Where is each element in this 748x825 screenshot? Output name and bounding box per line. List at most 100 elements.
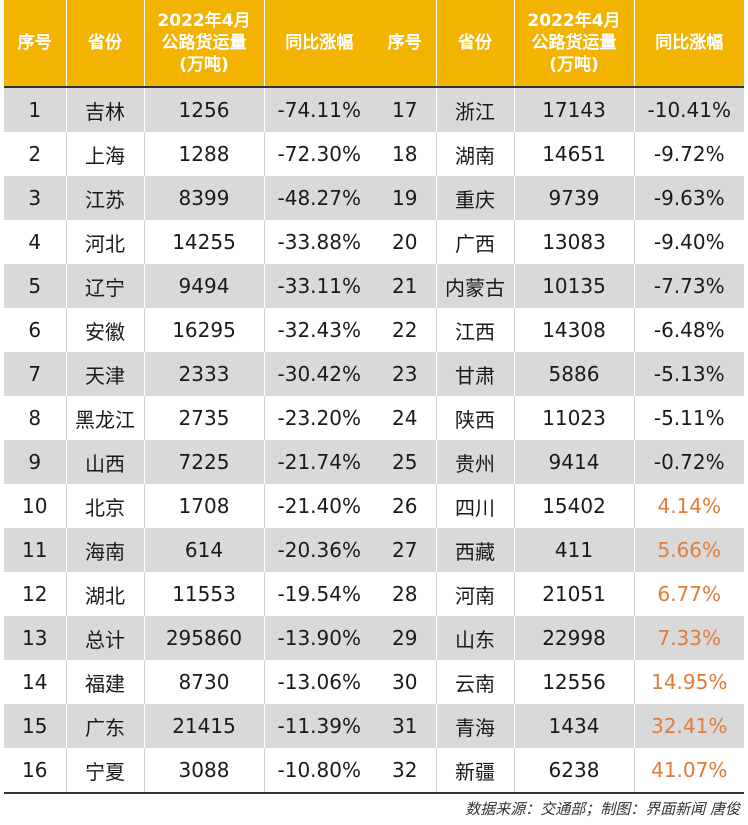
cell-change: -21.40%	[264, 484, 374, 528]
cell-volume: 14308	[514, 308, 635, 352]
table-row: 27 西藏 411 5.66%	[374, 528, 744, 572]
cell-change: 4.14%	[634, 484, 744, 528]
cell-province: 重庆	[436, 176, 515, 220]
table-row: 6 安徽 16295 -32.43%	[4, 308, 374, 352]
cell-province: 湖北	[66, 572, 145, 616]
cell-province: 安徽	[66, 308, 145, 352]
cell-change: 41.07%	[634, 748, 744, 794]
cell-province: 陕西	[436, 396, 515, 440]
cell-volume: 10135	[514, 264, 635, 308]
cell-volume: 6238	[514, 748, 635, 794]
header-volume: 2022年4月 公路货运量 (万吨)	[144, 0, 265, 87]
cell-province: 广东	[66, 704, 145, 748]
cell-volume: 9739	[514, 176, 635, 220]
cell-volume: 2735	[144, 396, 265, 440]
cell-index: 24	[374, 396, 437, 440]
table-row: 28 河南 21051 6.77%	[374, 572, 744, 616]
cell-change: 14.95%	[634, 660, 744, 704]
cell-index: 13	[4, 616, 67, 660]
cell-volume: 9414	[514, 440, 635, 484]
cell-change: -6.48%	[634, 308, 744, 352]
cell-province: 山西	[66, 440, 145, 484]
cell-volume: 21415	[144, 704, 265, 748]
cell-volume: 11023	[514, 396, 635, 440]
cell-change: 7.33%	[634, 616, 744, 660]
right-header-row: 序号 省份 2022年4月 公路货运量 (万吨) 同比涨幅	[374, 0, 744, 87]
cell-volume: 3088	[144, 748, 265, 794]
cell-index: 26	[374, 484, 437, 528]
cell-change: 6.77%	[634, 572, 744, 616]
table-row: 26 四川 15402 4.14%	[374, 484, 744, 528]
table-row: 11 海南 614 -20.36%	[4, 528, 374, 572]
cell-change: -13.90%	[264, 616, 374, 660]
header-province: 省份	[436, 0, 515, 87]
cell-index: 12	[4, 572, 67, 616]
cell-index: 16	[4, 748, 67, 794]
cell-index: 9	[4, 440, 67, 484]
table-row: 14 福建 8730 -13.06%	[4, 660, 374, 704]
table-row: 5 辽宁 9494 -33.11%	[4, 264, 374, 308]
cell-volume: 411	[514, 528, 635, 572]
cell-change: 32.41%	[634, 704, 744, 748]
cell-change: -32.43%	[264, 308, 374, 352]
header-volume-line2: 公路货运量	[161, 33, 247, 53]
header-province: 省份	[66, 0, 145, 87]
cell-province: 吉林	[66, 87, 145, 132]
cell-volume: 7225	[144, 440, 265, 484]
cell-index: 25	[374, 440, 437, 484]
cell-change: -11.39%	[264, 704, 374, 748]
cell-index: 28	[374, 572, 437, 616]
cell-index: 8	[4, 396, 67, 440]
cell-province: 天津	[66, 352, 145, 396]
cell-volume: 1256	[144, 87, 265, 132]
left-table-body: 1 吉林 1256 -74.11% 2 上海 1288 -72.30% 3 江苏 8399 -48.2…	[4, 87, 374, 794]
header-volume: 2022年4月 公路货运量 (万吨)	[514, 0, 635, 87]
cell-index: 27	[374, 528, 437, 572]
cell-index: 1	[4, 87, 67, 132]
header-volume-line2: 公路货运量	[531, 33, 617, 53]
cell-change: -33.88%	[264, 220, 374, 264]
cell-index: 7	[4, 352, 67, 396]
cell-index: 11	[4, 528, 67, 572]
cell-change: -72.30%	[264, 132, 374, 176]
table-row: 29 山东 22998 7.33%	[374, 616, 744, 660]
table-row: 2 上海 1288 -72.30%	[4, 132, 374, 176]
cell-index: 18	[374, 132, 437, 176]
cell-change: -33.11%	[264, 264, 374, 308]
cell-index: 30	[374, 660, 437, 704]
table-row: 21 内蒙古 10135 -7.73%	[374, 264, 744, 308]
table-row: 15 广东 21415 -11.39%	[4, 704, 374, 748]
cell-volume: 12556	[514, 660, 635, 704]
cell-index: 32	[374, 748, 437, 794]
right-table-body: 17 浙江 17143 -10.41% 18 湖南 14651 -9.72% 19 重庆 9739-…	[374, 87, 744, 794]
cell-province: 新疆	[436, 748, 515, 794]
cell-province: 贵州	[436, 440, 515, 484]
table-row: 4 河北 14255 -33.88%	[4, 220, 374, 264]
header-change: 同比涨幅	[634, 0, 744, 87]
cell-province: 青海	[436, 704, 515, 748]
table-row: 17 浙江 17143 -10.41%	[374, 87, 744, 132]
table-row: 32 新疆 6238 41.07%	[374, 748, 744, 794]
cell-change: -10.41%	[634, 87, 744, 132]
cell-change: -10.80%	[264, 748, 374, 794]
cell-index: 20	[374, 220, 437, 264]
cell-volume: 22998	[514, 616, 635, 660]
table-row: 25 贵州 9414 -0.72%	[374, 440, 744, 484]
cell-change: -9.72%	[634, 132, 744, 176]
header-volume-line3: (万吨)	[179, 55, 229, 75]
cell-change: -7.73%	[634, 264, 744, 308]
cell-volume: 14651	[514, 132, 635, 176]
table-row: 23 甘肃 5886 -5.13%	[374, 352, 744, 396]
cell-province: 甘肃	[436, 352, 515, 396]
cell-index: 4	[4, 220, 67, 264]
table-row: 12 湖北 11553 -19.54%	[4, 572, 374, 616]
cell-index: 10	[4, 484, 67, 528]
header-change: 同比涨幅	[264, 0, 374, 87]
cell-province: 海南	[66, 528, 145, 572]
cell-volume: 11553	[144, 572, 265, 616]
cell-volume: 14255	[144, 220, 265, 264]
cell-province: 广西	[436, 220, 515, 264]
cell-province: 河南	[436, 572, 515, 616]
table-row: 10 北京 1708 -21.40%	[4, 484, 374, 528]
cell-change: -5.11%	[634, 396, 744, 440]
